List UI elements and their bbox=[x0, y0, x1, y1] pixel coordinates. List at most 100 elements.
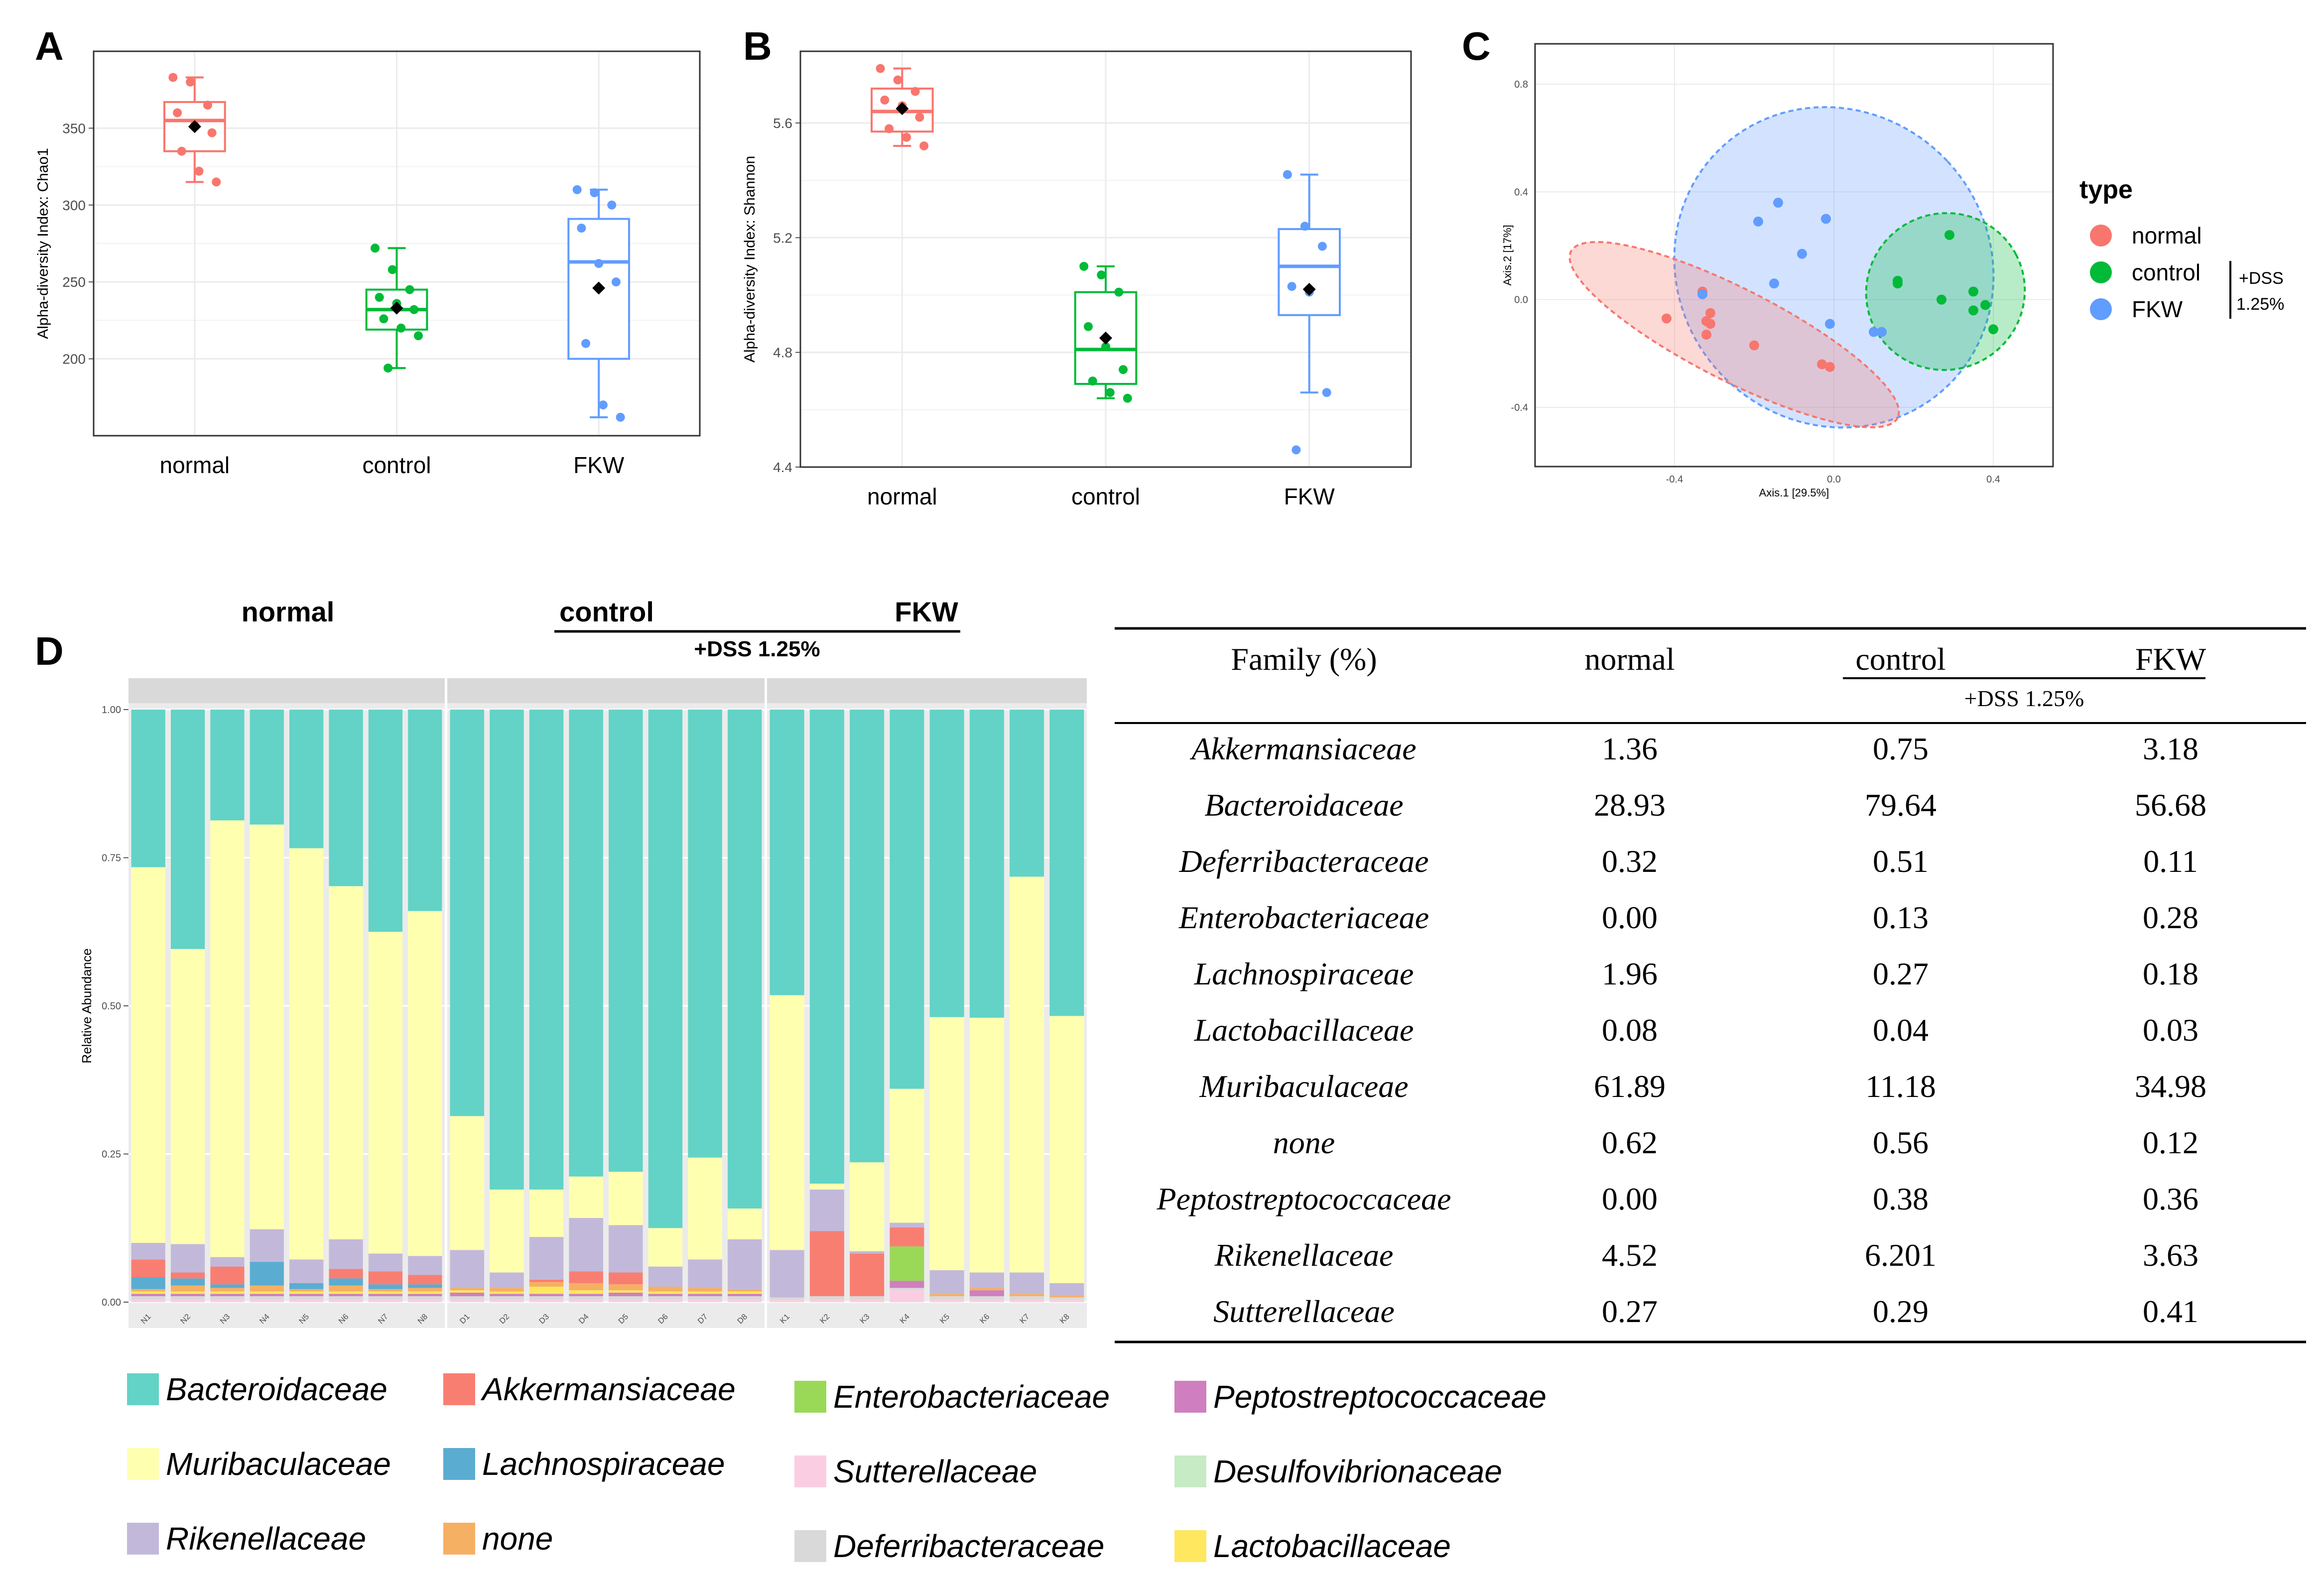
facet-control: D1 D2 D3 D4 D5 D6 D7 D8 bbox=[447, 678, 765, 1328]
table-value: 1.96 bbox=[1602, 956, 1658, 991]
data-point bbox=[594, 259, 604, 268]
legend-label: Sutterellaceae bbox=[833, 1454, 1037, 1489]
table-row: Peptostreptococcaceae 0.00 0.38 0.36 bbox=[1156, 1181, 2198, 1216]
group-header: normal bbox=[242, 596, 335, 627]
bar-segment bbox=[609, 1272, 643, 1285]
table-row: Bacteroidaceae 28.93 79.64 56.68 bbox=[1204, 787, 2206, 823]
bar-segment bbox=[1049, 1297, 1084, 1300]
bar-segment bbox=[329, 1300, 363, 1302]
y-tick-label: 0.8 bbox=[1514, 79, 1528, 90]
bar-segment bbox=[250, 1229, 284, 1262]
table-value: 0.29 bbox=[1873, 1294, 1929, 1329]
bar-segment bbox=[969, 1290, 1004, 1297]
bar-segment bbox=[529, 710, 564, 1190]
mean-marker bbox=[1302, 282, 1316, 296]
bar-segment bbox=[450, 710, 485, 1116]
bar-segment bbox=[329, 1278, 363, 1286]
bar-segment bbox=[890, 1288, 924, 1291]
bar-segment bbox=[368, 1284, 403, 1289]
legend-swatch bbox=[794, 1381, 826, 1413]
x-axis-title: Axis.1 [29.5%] bbox=[1759, 486, 1829, 499]
bar-segment bbox=[170, 1294, 205, 1297]
bar-segment bbox=[529, 1300, 564, 1302]
bar-segment bbox=[1010, 1294, 1044, 1297]
y-tick-label: 0.4 bbox=[1514, 187, 1528, 198]
bar-segment bbox=[368, 1296, 403, 1300]
bar-segment bbox=[329, 1296, 363, 1300]
x-tick-label: 0.0 bbox=[1827, 474, 1841, 485]
table-row: Enterobacteriaceae 0.00 0.13 0.28 bbox=[1178, 900, 2198, 935]
data-point bbox=[885, 124, 894, 133]
bar-segment bbox=[850, 1253, 885, 1297]
bar-segment bbox=[368, 932, 403, 1254]
bar-segment bbox=[289, 1296, 324, 1300]
legend-swatch bbox=[443, 1448, 475, 1480]
data-point bbox=[409, 305, 419, 314]
bar-segment bbox=[408, 1284, 442, 1288]
bar-segment bbox=[969, 1296, 1004, 1300]
point-fkw bbox=[1753, 216, 1763, 227]
table-value: 0.51 bbox=[1873, 844, 1929, 879]
bar-segment bbox=[289, 710, 324, 849]
bar-segment bbox=[569, 710, 603, 1177]
bar-segment bbox=[648, 1266, 683, 1287]
bar-segment bbox=[131, 867, 165, 1243]
legend-swatch bbox=[127, 1448, 159, 1480]
family-name: Lachnospiraceae bbox=[1194, 956, 1414, 991]
legend-label: Akkermansiaceae bbox=[480, 1371, 736, 1407]
legend-swatch bbox=[127, 1373, 159, 1405]
family-name: Muribaculaceae bbox=[1199, 1069, 1408, 1104]
bar-segment bbox=[450, 1250, 485, 1288]
bar-segment bbox=[929, 710, 964, 1017]
table-value: 0.41 bbox=[2143, 1294, 2198, 1329]
data-point bbox=[611, 277, 621, 287]
data-point bbox=[1123, 393, 1132, 403]
data-point bbox=[915, 113, 924, 122]
box-iqr bbox=[1278, 228, 1341, 316]
family-name: none bbox=[1273, 1125, 1335, 1160]
bar-segment bbox=[969, 1300, 1004, 1302]
panel-letter-b: B bbox=[743, 24, 772, 68]
y-tick-label: 1.00 bbox=[102, 705, 121, 716]
bar-segment bbox=[770, 1250, 804, 1298]
bar-segment bbox=[490, 1288, 524, 1292]
data-point bbox=[572, 185, 582, 194]
bar-segment bbox=[890, 710, 924, 1089]
data-point bbox=[1097, 270, 1106, 280]
bar-k2 bbox=[809, 710, 844, 1302]
x-tick-label: -0.4 bbox=[1666, 474, 1683, 485]
table-value: 79.64 bbox=[1865, 787, 1937, 823]
bar-n2 bbox=[170, 710, 205, 1302]
legend-label: none bbox=[482, 1521, 553, 1557]
point-control bbox=[1988, 324, 1998, 335]
y-tick-label: 0.00 bbox=[102, 1297, 121, 1308]
y-tick-label: 0.50 bbox=[102, 1001, 121, 1012]
legend-swatch bbox=[1174, 1381, 1206, 1413]
bar-segment bbox=[210, 710, 245, 821]
bar-segment bbox=[408, 1291, 442, 1294]
data-point bbox=[194, 166, 204, 176]
bar-segment bbox=[1049, 1283, 1084, 1295]
bar-segment bbox=[609, 1284, 643, 1291]
legend-label: Enterobacteriaceae bbox=[833, 1379, 1110, 1415]
bar-segment bbox=[329, 1269, 363, 1279]
bar-segment bbox=[210, 1300, 245, 1302]
data-point bbox=[1088, 376, 1097, 386]
data-point bbox=[1317, 242, 1327, 251]
bar-segment bbox=[250, 1262, 284, 1286]
table-value: 61.89 bbox=[1594, 1069, 1666, 1104]
bar-segment bbox=[1010, 876, 1044, 1273]
legend-label: Muribaculaceae bbox=[166, 1446, 391, 1482]
bar-segment bbox=[648, 1296, 683, 1300]
bar-segment bbox=[688, 1259, 722, 1288]
dss-label: +DSS 1.25% bbox=[694, 637, 820, 661]
facet-fkw: K1 K2 K3 K4 K5 K6 K7 K8 bbox=[767, 678, 1087, 1328]
bar-segment bbox=[170, 710, 205, 949]
panel-letter-d: D bbox=[35, 629, 64, 673]
data-point bbox=[910, 87, 920, 96]
table-value: 0.32 bbox=[1602, 844, 1658, 879]
family-legend: Bacteroidaceae Akkermansiaceae Enterobacte… bbox=[127, 1371, 1547, 1564]
point-control bbox=[1968, 286, 1978, 297]
bar-segment bbox=[529, 1282, 564, 1287]
